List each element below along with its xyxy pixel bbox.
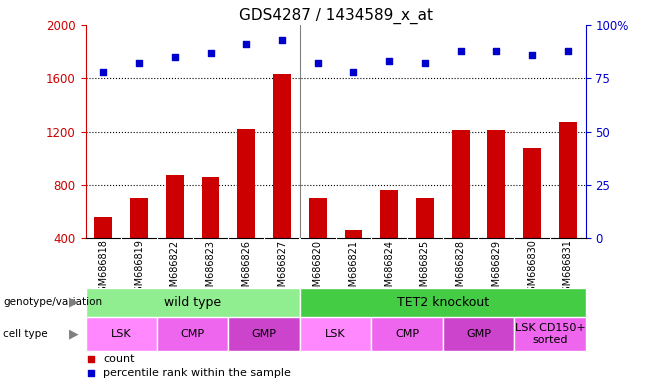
Text: LSK CD150+
sorted: LSK CD150+ sorted [515,323,585,345]
Bar [228,317,300,351]
Bar [488,130,505,238]
Text: GSM686827: GSM686827 [277,240,287,299]
Bar [559,122,576,238]
Bar [523,147,541,238]
Text: GSM686823: GSM686823 [205,240,216,299]
Text: GMP: GMP [466,329,491,339]
Bar [380,190,398,238]
Text: LSK: LSK [111,329,132,339]
Text: GSM686822: GSM686822 [170,240,180,299]
Text: GSM686820: GSM686820 [313,240,322,299]
Text: GSM686826: GSM686826 [241,240,251,299]
Bar [238,129,255,238]
Text: GSM686830: GSM686830 [527,240,537,298]
Text: GSM686828: GSM686828 [455,240,466,299]
Bar [300,288,586,317]
Text: TET2 knockout: TET2 knockout [397,296,489,309]
Bar [201,177,220,238]
Point [455,48,466,54]
Point [384,58,394,64]
Bar [86,317,157,351]
Title: GDS4287 / 1434589_x_at: GDS4287 / 1434589_x_at [239,7,432,23]
Text: percentile rank within the sample: percentile rank within the sample [103,368,291,378]
Point [313,60,323,66]
Text: CMP: CMP [395,329,419,339]
Text: GSM686821: GSM686821 [349,240,359,299]
Point [376,166,386,172]
Bar [166,175,184,238]
Point [376,297,386,303]
Bar [273,74,291,238]
Bar [451,130,470,238]
Bar [371,317,443,351]
Bar [300,317,371,351]
Text: LSK: LSK [325,329,346,339]
Text: GSM686829: GSM686829 [492,240,501,299]
Text: GMP: GMP [251,329,276,339]
Point [491,48,501,54]
Text: ▶: ▶ [69,328,79,341]
Bar [443,317,514,351]
Bar [514,317,586,351]
Text: cell type: cell type [3,329,48,339]
Bar [309,198,326,238]
Point [98,69,109,75]
Bar [416,198,434,238]
Text: GSM686831: GSM686831 [563,240,572,298]
Text: GSM686825: GSM686825 [420,240,430,299]
Text: GSM686818: GSM686818 [99,240,109,298]
Bar [130,198,148,238]
Point [170,54,180,60]
Point [277,37,288,43]
Text: GSM686819: GSM686819 [134,240,144,298]
Bar [95,217,113,238]
Point [563,48,573,54]
Point [241,41,251,47]
Text: CMP: CMP [181,329,205,339]
Point [205,50,216,56]
Point [134,60,144,66]
Bar [157,317,228,351]
Point [420,60,430,66]
Point [527,52,538,58]
Text: ▶: ▶ [69,296,79,309]
Text: genotype/variation: genotype/variation [3,297,103,308]
Text: count: count [103,354,134,364]
Text: GSM686824: GSM686824 [384,240,394,299]
Bar [86,288,300,317]
Bar [345,230,363,238]
Text: wild type: wild type [164,296,221,309]
Point [348,69,359,75]
